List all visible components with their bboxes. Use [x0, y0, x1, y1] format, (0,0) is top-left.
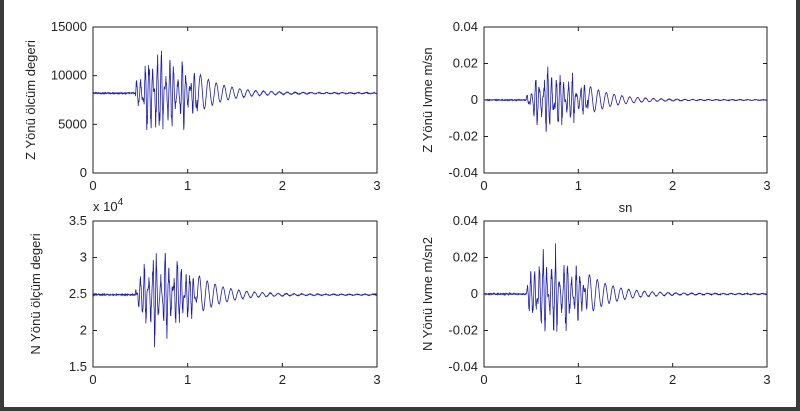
- subplot-4: 0 1 2 3 -0.04 -0.02 0 0.02 0.04 N Yönü Ivme m/sn2: [420, 213, 771, 387]
- series-line: [483, 66, 768, 132]
- subplot-2: 0 1 2 3 -0.04 -0.02 0 0.02 0.04 Z Yönü Ivme m/sn s…: [420, 19, 771, 215]
- x-tick-label: 2: [669, 372, 676, 387]
- y-tick-label: 0: [471, 92, 478, 107]
- y-axis-label: Z Yönü Ivme m/sn: [420, 47, 435, 152]
- series-line: [92, 252, 378, 348]
- x-tick-label: 1: [184, 372, 191, 387]
- x-tick-label: 1: [575, 372, 582, 387]
- y-tick-label: 0.02: [453, 56, 478, 71]
- y-tick-label: 0: [471, 286, 478, 301]
- x-tick-label: 3: [763, 372, 770, 387]
- x-tick-label: 1: [575, 178, 582, 193]
- y-axis-label: Z Yönü ölcüm degeri: [23, 40, 38, 160]
- x-tick-label: 0: [480, 372, 487, 387]
- exponent-label: x 104: [93, 197, 124, 214]
- y-tick-label: 2.5: [69, 286, 87, 301]
- x-tick-label: 3: [373, 178, 380, 193]
- plot-area: [92, 26, 378, 174]
- y-tick-label: 10000: [51, 68, 87, 83]
- y-tick-label: 3.5: [69, 213, 87, 228]
- x-tick-label: 2: [669, 178, 676, 193]
- x-tick-label: 1: [184, 178, 191, 193]
- y-tick-label: 1.5: [69, 359, 87, 374]
- x-axis-label: sn: [619, 200, 633, 215]
- subplot-1: 0 1 2 3 0 5000 10000 15000 Z Yönü ölcüm degeri: [23, 19, 381, 193]
- y-tick-label: 3: [80, 250, 87, 265]
- x-tick-label: 2: [279, 178, 286, 193]
- y-tick-label: 0.02: [453, 250, 478, 265]
- y-axis-label: N Yönü ölçüm degeri: [28, 233, 43, 354]
- series-line: [92, 50, 378, 130]
- y-tick-label: -0.02: [448, 323, 478, 338]
- x-tick-label: 2: [279, 372, 286, 387]
- y-tick-label: -0.02: [448, 129, 478, 144]
- x-tick-label: 3: [763, 178, 770, 193]
- plot-area: [92, 220, 378, 368]
- y-axis-label: N Yönü Ivme m/sn2: [420, 237, 435, 351]
- x-axis-label: sn: [228, 0, 242, 3]
- x-tick-label: 0: [89, 178, 96, 193]
- y-tick-label: -0.04: [448, 165, 478, 180]
- x-tick-label: 0: [89, 372, 96, 387]
- y-tick-label: 0.04: [453, 19, 478, 34]
- x-tick-label: 0: [480, 178, 487, 193]
- y-tick-label: 5000: [58, 116, 87, 131]
- y-tick-label: 15000: [51, 19, 87, 34]
- y-tick-label: -0.04: [448, 359, 478, 374]
- x-tick-label: 3: [373, 372, 380, 387]
- subplot-3: 0 1 2 3 1.5 2 2.5 3 3.5 x 104 N Yönü ölçüm degeri s…: [28, 0, 381, 387]
- y-tick-label: 0: [80, 165, 87, 180]
- y-tick-label: 2: [80, 323, 87, 338]
- series-line: [483, 243, 768, 332]
- y-tick-label: 0.04: [453, 213, 478, 228]
